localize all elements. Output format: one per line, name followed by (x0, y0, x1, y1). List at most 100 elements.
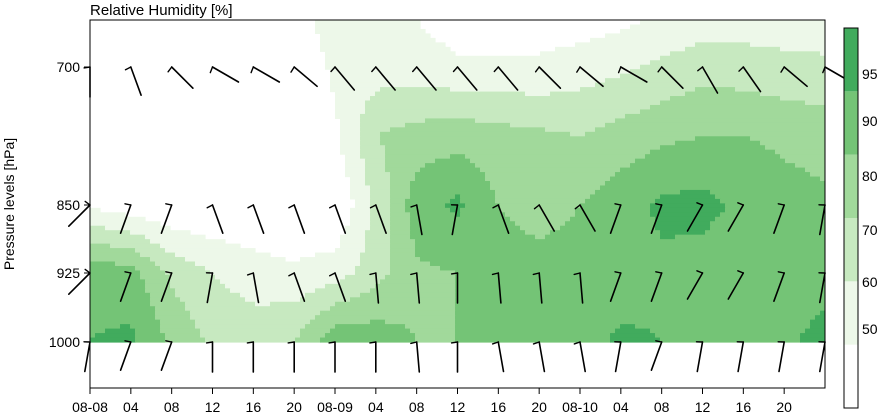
wind-barb (727, 202, 745, 232)
wind-barb (695, 341, 704, 373)
wind-barb (119, 203, 132, 234)
wind-barb (491, 341, 505, 373)
wind-barb (576, 66, 604, 88)
wind-barb (574, 204, 596, 232)
wind-barb (780, 66, 808, 88)
wind-barb (83, 341, 91, 373)
x-tick-label: 16 (246, 399, 262, 415)
colorbar-swatch (844, 281, 858, 345)
wind-barb (160, 203, 173, 234)
wind-barb (68, 200, 91, 227)
wind-barb (329, 204, 347, 234)
wind-barb (410, 272, 421, 304)
wind-barb (287, 341, 296, 373)
y-axis: 700 850 925 1000 (49, 59, 90, 350)
x-axis: 08-08 04 08 12 16 20 08-09 04 08 12 16 20 08-10 04 08 1… (72, 388, 792, 415)
colorbar-swatch (844, 218, 858, 282)
x-tick-label: 04 (123, 399, 139, 415)
colorbar-swatch (844, 91, 858, 155)
colorbar-frame (843, 27, 859, 409)
wind-barb (246, 341, 255, 373)
wind-barb (450, 272, 459, 304)
wind-barb (412, 66, 437, 91)
wind-barb (410, 341, 421, 373)
wind-barb (330, 66, 356, 91)
wind-barb (686, 270, 704, 300)
wind-barb (369, 272, 380, 304)
wind-barb (736, 341, 745, 373)
x-tick-label: 12 (695, 399, 711, 415)
wind-barb (657, 66, 684, 89)
wind-barb (697, 66, 719, 94)
wind-barb (493, 66, 519, 91)
colorbar-tick-label: 95 (862, 66, 878, 82)
colorbar-tick-label: 70 (862, 222, 878, 238)
y-tick-label: 700 (57, 59, 81, 75)
colorbar-tick-label: 50 (862, 321, 878, 337)
x-tick-label: 04 (613, 399, 629, 415)
wind-barb (533, 204, 556, 232)
x-tick-label: 08-08 (72, 399, 108, 415)
wind-barb (818, 204, 826, 236)
wind-barb (119, 271, 132, 303)
wind-barb (209, 66, 240, 83)
wind-barb (369, 204, 387, 234)
wind-barb (534, 66, 562, 89)
wind-barb (160, 340, 173, 372)
wind-barb (450, 204, 459, 236)
x-tick-label: 04 (368, 399, 384, 415)
wind-barb (818, 272, 826, 304)
wind-barb (617, 66, 648, 83)
y-tick-label: 850 (57, 197, 81, 213)
wind-barb (773, 271, 786, 303)
x-tick-label: 08-10 (562, 399, 598, 415)
x-tick-label: 20 (531, 399, 547, 415)
y-axis-label: Pressure levels [hPa] (1, 138, 17, 270)
x-tick-label: 16 (736, 399, 752, 415)
wind-barb (738, 66, 762, 93)
chart-title: Relative Humidity [%] (90, 2, 233, 19)
x-tick-label: 16 (491, 399, 507, 415)
wind-barb (609, 271, 622, 303)
wind-barb (68, 268, 91, 296)
wind-barb (452, 66, 478, 91)
wind-barb (609, 203, 622, 234)
colorbar-tick-label: 90 (862, 113, 878, 129)
wind-barb (532, 341, 546, 373)
y-tick-label: 1000 (49, 334, 80, 350)
wind-barb (206, 204, 224, 234)
wind-barb (532, 272, 543, 304)
x-tick-label: 12 (450, 399, 466, 415)
wind-barb (369, 341, 377, 373)
wind-barb (119, 340, 132, 372)
y-tick-label: 925 (57, 265, 81, 281)
colorbar-swatch (844, 154, 858, 218)
wind-barb (288, 204, 306, 234)
wind-barb (167, 66, 194, 89)
wind-barb (205, 272, 214, 304)
wind-barb (450, 341, 459, 373)
x-tick-label: 20 (776, 399, 792, 415)
wind-barb (328, 341, 336, 373)
wind-barb (205, 341, 214, 373)
x-tick-label: 12 (205, 399, 221, 415)
wind-barb (371, 66, 396, 91)
wind-barb (492, 204, 510, 234)
wind-barb (83, 66, 91, 98)
wind-barb (773, 203, 786, 234)
wind-barb (250, 66, 281, 83)
colorbar-swatch (844, 28, 858, 92)
wind-barb (650, 271, 663, 303)
wind-barb (410, 204, 423, 236)
wind-barb (727, 270, 745, 300)
wind-barb (573, 272, 584, 304)
colorbar: 50 60 70 80 90 95 (843, 27, 878, 409)
x-tick-label: 08 (409, 399, 425, 415)
wind-barb (246, 272, 260, 304)
colorbar-tick-label: 80 (862, 168, 878, 184)
wind-barb (124, 66, 142, 96)
wind-barb (650, 340, 663, 372)
wind-barb (650, 203, 663, 234)
x-tick-label: 08 (164, 399, 180, 415)
